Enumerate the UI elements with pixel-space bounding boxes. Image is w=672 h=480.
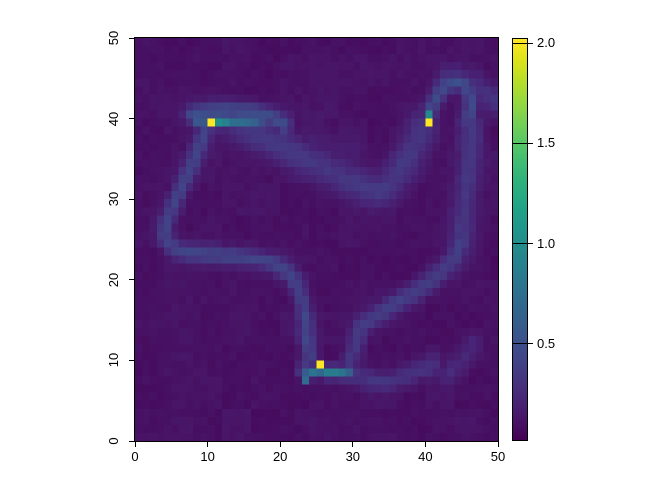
y-tick-mark: [129, 279, 134, 281]
colorbar-tick-stub: [528, 142, 533, 144]
y-tick-label: 0: [106, 437, 121, 445]
colorbar-tick-line: [512, 142, 528, 144]
y-tick-mark: [129, 118, 134, 120]
colorbar-tick-label: 0.5: [537, 335, 556, 351]
colorbar-tick-label: 1.5: [537, 135, 556, 151]
y-tick-mark: [129, 440, 134, 442]
x-tick-mark: [279, 442, 281, 447]
x-tick-label: 20: [272, 449, 288, 464]
colorbar-tick-stub: [528, 243, 533, 244]
x-tick-label: 0: [131, 449, 139, 464]
colorbar-tick-line: [512, 343, 528, 345]
heatmap-canvas: [135, 38, 498, 441]
y-tick-mark: [129, 359, 134, 361]
y-tick-mark: [129, 198, 134, 200]
y-tick-label: 10: [106, 353, 121, 368]
colorbar-tick-label: 2.0: [537, 35, 556, 50]
colorbar-tick-line: [512, 42, 528, 44]
x-tick-label: 10: [200, 449, 215, 464]
colorbar-tick-stub: [528, 42, 533, 44]
x-tick-mark: [497, 442, 499, 447]
y-tick-label: 50: [106, 30, 121, 46]
colorbar-tick-stub: [528, 343, 533, 345]
x-tick-label: 30: [345, 449, 361, 464]
x-tick-label: 50: [490, 449, 506, 464]
colorbar-tick-label: 1.0: [537, 235, 556, 251]
y-tick-mark: [129, 37, 134, 39]
y-tick-label: 40: [106, 111, 121, 126]
colorbar-tick-line: [512, 243, 528, 244]
x-tick-mark: [134, 442, 136, 447]
x-tick-mark: [207, 442, 209, 447]
y-tick-label: 30: [106, 191, 121, 207]
x-tick-mark: [424, 442, 426, 447]
x-tick-label: 40: [418, 449, 433, 464]
colorbar-gradient: [512, 38, 528, 441]
x-tick-mark: [352, 442, 354, 447]
y-tick-label: 20: [106, 272, 121, 288]
